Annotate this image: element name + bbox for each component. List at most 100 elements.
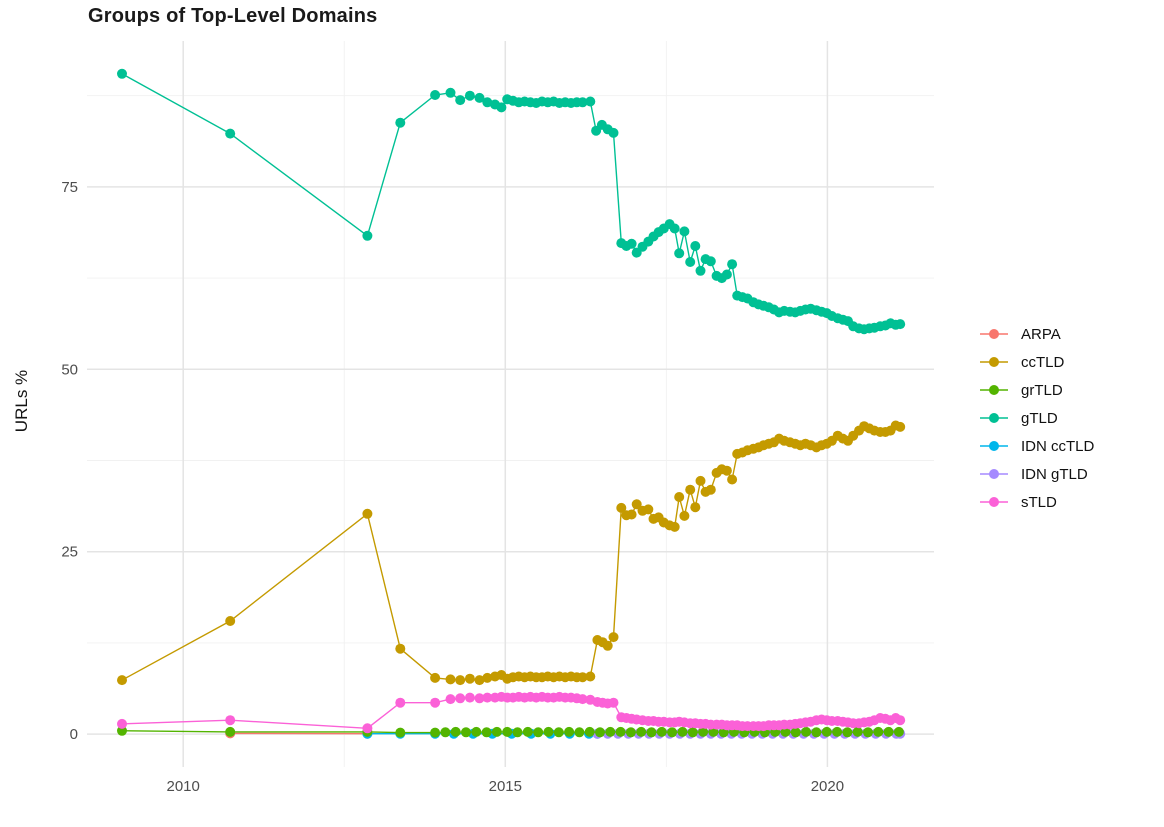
data-point	[626, 509, 637, 520]
legend-item-label: IDN gTLD	[1021, 465, 1088, 483]
legend-key-icon	[980, 441, 1008, 451]
data-point	[801, 726, 812, 737]
data-point	[395, 727, 406, 738]
data-point	[602, 640, 613, 651]
data-point	[117, 675, 127, 686]
data-point	[450, 726, 461, 737]
data-point	[455, 693, 466, 704]
series-grtld	[117, 725, 904, 738]
data-point	[669, 223, 680, 234]
data-point	[522, 726, 533, 737]
data-point	[543, 726, 554, 737]
legend-key-icon	[980, 385, 1008, 395]
data-point	[690, 502, 701, 513]
x-tick-label: 2015	[489, 778, 522, 795]
legend-item-label: grTLD	[1021, 381, 1063, 399]
data-point	[491, 726, 502, 737]
data-point	[616, 502, 627, 513]
data-point	[464, 673, 475, 684]
data-point	[496, 102, 507, 113]
data-point	[445, 694, 456, 705]
data-point	[895, 715, 906, 726]
legend-item-label: gTLD	[1021, 409, 1058, 427]
data-point	[482, 692, 493, 703]
axis-tick-labels: 0 25 50 75 2010 2015 2020	[61, 179, 844, 795]
data-point	[705, 256, 716, 267]
data-point	[553, 727, 564, 738]
data-point	[685, 257, 696, 267]
legend-key-icon	[980, 469, 1008, 479]
major-gridlines	[87, 41, 934, 767]
data-point	[690, 241, 701, 251]
legend-key-icon	[980, 357, 1008, 367]
data-point	[430, 90, 441, 100]
data-point	[445, 87, 456, 98]
legend-item-cctld: ccTLD	[979, 348, 1094, 376]
data-point	[395, 117, 406, 128]
data-point	[395, 697, 406, 708]
data-point	[705, 484, 716, 495]
legend-item-label: sTLD	[1021, 493, 1057, 511]
data-point	[577, 97, 588, 108]
data-point	[564, 726, 575, 737]
data-point	[727, 259, 738, 270]
x-tick-label: 2010	[167, 778, 200, 795]
x-tick-label: 2020	[811, 778, 844, 795]
data-point	[474, 675, 485, 686]
data-point	[625, 727, 636, 738]
data-point	[474, 92, 485, 103]
data-point	[430, 672, 441, 683]
data-point	[482, 97, 493, 108]
data-point	[533, 727, 544, 738]
y-tick-label: 0	[70, 726, 78, 743]
data-point	[225, 616, 236, 626]
data-point	[895, 319, 906, 330]
data-point	[584, 726, 595, 737]
data-point	[445, 674, 456, 685]
data-point	[362, 723, 373, 734]
data-point	[643, 504, 654, 515]
data-point	[461, 727, 471, 738]
data-point	[455, 675, 466, 686]
series-cctld	[117, 420, 906, 686]
data-point	[440, 727, 451, 738]
data-point	[721, 465, 732, 476]
data-point	[430, 697, 441, 708]
chart-title: Groups of Top-Level Domains	[88, 5, 378, 27]
data-point	[832, 726, 843, 737]
legend-item-grtld: grTLD	[979, 376, 1094, 404]
data-point	[636, 726, 647, 737]
data-point	[873, 726, 884, 737]
y-tick-label: 25	[61, 544, 78, 561]
data-point	[674, 248, 685, 259]
series-stld	[117, 691, 906, 734]
data-point	[455, 95, 466, 106]
legend: ARPA ccTLD grTLD gTLD IDN ccTLD IDN gTLD sTLD	[979, 320, 1094, 516]
data-point	[585, 671, 596, 682]
data-point	[679, 226, 690, 237]
data-point	[117, 718, 127, 729]
legend-key-icon	[980, 497, 1008, 507]
legend-item-label: IDN ccTLD	[1021, 437, 1095, 455]
data-point	[482, 672, 493, 683]
data-point	[117, 68, 127, 79]
data-point	[883, 726, 894, 737]
data-point	[474, 693, 485, 704]
legend-item-arpa: ARPA	[979, 320, 1094, 348]
minor-gridlines	[87, 41, 934, 767]
data-point	[225, 726, 236, 737]
data-point	[430, 727, 441, 738]
data-point	[512, 727, 523, 738]
data-point	[577, 694, 588, 705]
data-point	[481, 727, 492, 738]
legend-item-gtld: gTLD	[979, 404, 1094, 432]
legend-item-idn-cctld: IDN ccTLD	[979, 432, 1094, 460]
data-point	[811, 727, 822, 738]
data-point	[395, 643, 406, 654]
data-point	[595, 727, 605, 738]
data-point	[863, 727, 873, 738]
data-point	[667, 727, 678, 738]
data-point	[646, 727, 657, 738]
data-point	[362, 230, 373, 241]
